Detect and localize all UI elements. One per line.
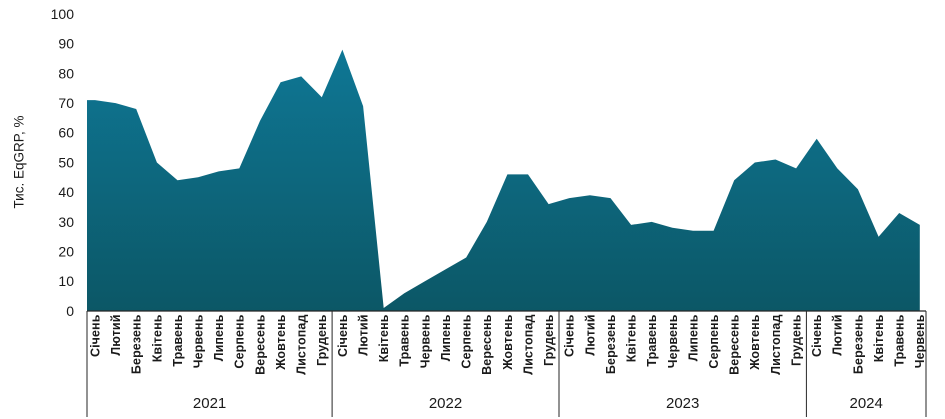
month-tick-label: Квітень	[150, 314, 164, 362]
month-tick-label: Жовтень	[501, 314, 515, 371]
year-label: 2022	[429, 395, 462, 412]
month-tick-label: Травень	[645, 314, 659, 366]
y-axis-tick-label: 50	[58, 154, 74, 170]
year-label: 2024	[850, 395, 883, 412]
y-axis-tick-label: 70	[58, 95, 74, 111]
y-axis-tick-label: 40	[58, 184, 74, 200]
month-tick-label: Жовтень	[274, 314, 288, 371]
month-tick-label: Червень	[191, 314, 205, 368]
month-tick-label: Лютий	[109, 315, 123, 356]
month-tick-label: Серпень	[707, 314, 721, 368]
month-tick-label: Липень	[439, 314, 453, 361]
y-axis-tick-label: 0	[66, 303, 74, 319]
month-tick-label: Травень	[171, 314, 185, 366]
area-series	[87, 49, 920, 311]
month-tick-label: Листопад	[295, 315, 309, 375]
month-tick-label: Жовтень	[748, 314, 762, 371]
month-tick-label: Липень	[212, 314, 226, 361]
month-tick-label: Грудень	[315, 314, 329, 366]
month-tick-label: Березень	[851, 314, 865, 374]
y-axis-tick-label: 100	[51, 6, 75, 22]
y-axis-title: Тис. EqGRP, %	[12, 116, 27, 209]
y-axis-tick-label: 10	[58, 273, 74, 289]
plot-area: 0 10 20 30 40 50 60 70 80 90 100 Січень Лютий Березен…	[51, 6, 927, 417]
month-tick-label: Червень	[418, 314, 432, 368]
month-tick-label: Листопад	[521, 315, 535, 375]
month-tick-label: Січень	[336, 314, 350, 357]
month-tick-label: Лютий	[356, 315, 370, 356]
month-tick-label: Січень	[810, 314, 824, 357]
month-tick-label: Січень	[88, 314, 102, 357]
month-tick-label: Травень	[893, 314, 907, 366]
month-tick-label: Квітень	[624, 314, 638, 362]
month-tick-label: Листопад	[769, 315, 783, 375]
y-axis-tick-label: 60	[58, 125, 74, 141]
month-tick-label: Вересень	[480, 314, 494, 375]
month-tick-label: Червень	[666, 314, 680, 368]
month-tick-label: Квітень	[872, 314, 886, 362]
month-tick-label: Вересень	[253, 314, 267, 375]
month-tick-label: Грудень	[789, 314, 803, 366]
month-tick-label: Червень	[913, 314, 927, 368]
month-tick-label: Серпень	[233, 314, 247, 368]
month-tick-label: Серпень	[460, 314, 474, 368]
month-tick-label: Грудень	[542, 314, 556, 366]
month-tick-label: Липень	[686, 314, 700, 361]
y-axis-tick-label: 20	[58, 244, 74, 260]
month-tick-label: Лютий	[583, 315, 597, 356]
month-tick-label: Січень	[563, 314, 577, 357]
month-tick-label: Березень	[604, 314, 618, 374]
y-axis-tick-label: 30	[58, 214, 74, 230]
year-label: 2023	[666, 395, 699, 412]
month-tick-label: Вересень	[728, 314, 742, 375]
y-axis-tick-label: 80	[58, 65, 74, 81]
year-label: 2021	[193, 395, 226, 412]
month-tick-label: Травень	[398, 314, 412, 366]
month-tick-label: Березень	[130, 314, 144, 374]
month-tick-label: Квітень	[377, 314, 391, 362]
month-tick-label: Лютий	[831, 315, 845, 356]
y-axis-tick-label: 90	[58, 36, 74, 52]
